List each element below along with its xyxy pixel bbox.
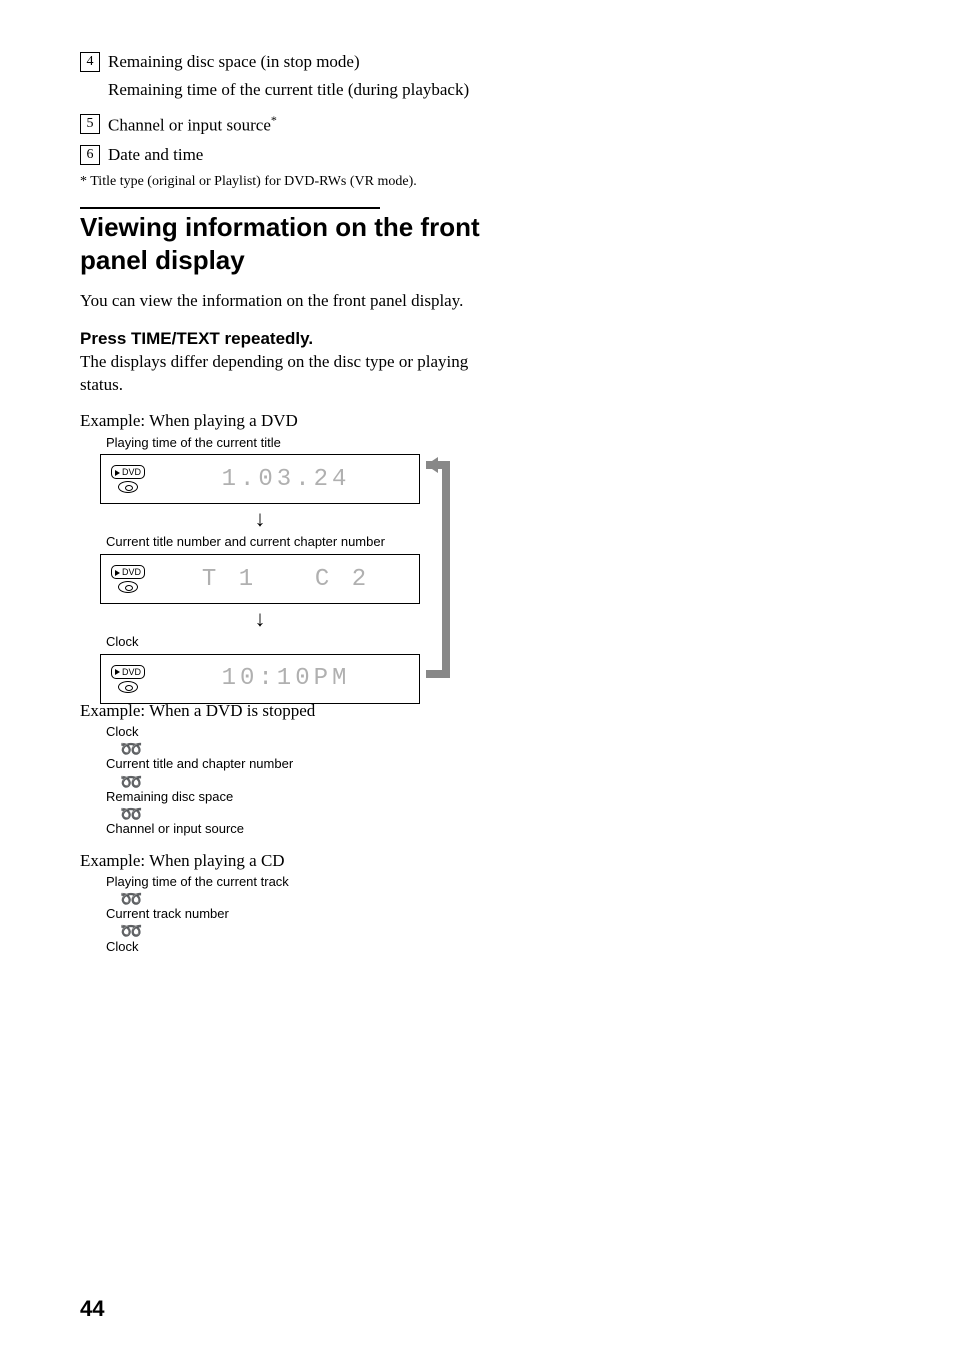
item-number-5: 5 [80, 114, 100, 134]
footnote-text: * Title type (original or Playlist) for … [80, 173, 500, 191]
segment-display-2: T 1 C 2 [153, 566, 419, 593]
sup-asterisk: * [271, 113, 277, 127]
item-number-4: 4 [80, 52, 100, 72]
list-item-6: 6 Date and time [80, 143, 500, 167]
sequence-list-stopped: Clock ➿ Current title and chapter number… [106, 725, 500, 837]
seq-item: Clock [106, 725, 500, 739]
item-number-6: 6 [80, 145, 100, 165]
dvd-label: DVD [111, 465, 145, 479]
down-thick-arrow-icon: ➿ [120, 774, 500, 790]
display-panel-2: DVD T 1 C 2 [100, 554, 420, 604]
loop-bracket-icon [426, 435, 466, 695]
intro-paragraph: You can view the information on the fron… [80, 290, 500, 313]
disc-icon [118, 481, 138, 493]
diagram-dvd-playing: Playing time of the current title DVD 1.… [80, 435, 500, 695]
down-arrow-icon: ↓ [100, 608, 420, 630]
seq-item: Remaining disc space [106, 790, 500, 804]
seq-item: Channel or input source [106, 822, 500, 836]
item-text-5-main: Channel or input source [108, 115, 271, 134]
dvd-badge: DVD [111, 665, 153, 693]
play-icon [115, 470, 120, 476]
section-heading: Viewing information on the front panel d… [80, 211, 500, 276]
seq-item: Playing time of the current track [106, 875, 500, 889]
seq-item: Current track number [106, 907, 500, 921]
item-text-5: Channel or input source* [108, 112, 277, 137]
page-number: 44 [80, 1296, 104, 1322]
item-text-6: Date and time [108, 143, 203, 167]
down-thick-arrow-icon: ➿ [120, 891, 500, 907]
item-text-4a: Remaining disc space (in stop mode) [108, 50, 360, 74]
list-item-4: 4 Remaining disc space (in stop mode) [80, 50, 500, 74]
down-thick-arrow-icon: ➿ [120, 741, 500, 757]
dvd-label: DVD [111, 565, 145, 579]
list-item-5: 5 Channel or input source* [80, 112, 500, 137]
disc-icon [118, 581, 138, 593]
dvd-text: DVD [122, 467, 141, 477]
down-arrow-icon: ↓ [100, 508, 420, 530]
dvd-badge: DVD [111, 465, 153, 493]
dvd-text: DVD [122, 567, 141, 577]
play-icon [115, 570, 120, 576]
display-panel-1: DVD 1.03.24 [100, 454, 420, 504]
seg-chapter: C 2 [315, 566, 370, 593]
seq-item: Clock [106, 940, 500, 954]
dvd-text: DVD [122, 667, 141, 677]
play-icon [115, 669, 120, 675]
display-panel-3: DVD 10:10PM [100, 654, 420, 704]
segment-display-3: 10:10PM [153, 665, 419, 692]
seg-title: T 1 [202, 566, 257, 593]
disc-icon [118, 681, 138, 693]
down-thick-arrow-icon: ➿ [120, 923, 500, 939]
item-text-4b: Remaining time of the current title (dur… [108, 78, 500, 102]
segment-display-1: 1.03.24 [153, 466, 419, 493]
dvd-label: DVD [111, 665, 145, 679]
example1-title: Example: When playing a DVD [80, 411, 500, 431]
section-divider [80, 207, 380, 209]
example3-title: Example: When playing a CD [80, 851, 500, 871]
sub-heading: Press TIME/TEXT repeatedly. [80, 329, 500, 349]
sub-text: The displays differ depending on the dis… [80, 351, 500, 397]
example2-title: Example: When a DVD is stopped [80, 701, 500, 721]
dvd-badge: DVD [111, 565, 153, 593]
sequence-list-cd: Playing time of the current track ➿ Curr… [106, 875, 500, 954]
down-thick-arrow-icon: ➿ [120, 806, 500, 822]
seq-item: Current title and chapter number [106, 757, 500, 771]
